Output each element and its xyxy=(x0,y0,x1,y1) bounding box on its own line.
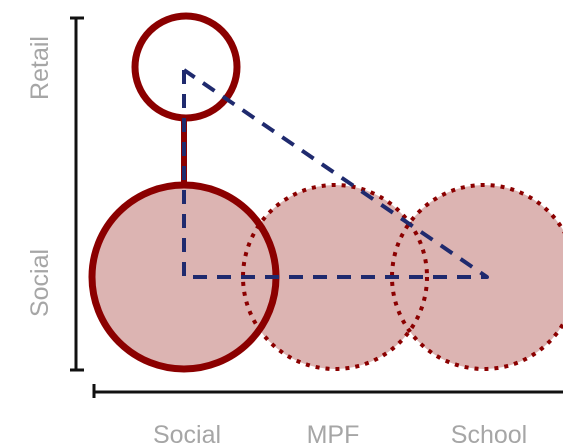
dashed-triangle xyxy=(182,68,489,279)
mpf-circle-fill xyxy=(243,185,427,369)
x-label-social: Social xyxy=(153,421,221,448)
mpf-circle-outline xyxy=(241,183,429,371)
social-circle-fill xyxy=(92,185,276,369)
y-label-retail: Retail xyxy=(26,36,54,100)
circle-fills xyxy=(92,185,563,369)
y-label-social: Social xyxy=(26,249,54,317)
school-circle-outline xyxy=(390,183,563,371)
dotted-outlines xyxy=(241,183,563,371)
school-circle-fill xyxy=(392,185,563,369)
y-axis xyxy=(70,16,84,372)
x-label-school: School xyxy=(451,421,527,448)
x-axis xyxy=(92,384,563,398)
x-label-mpf: MPF xyxy=(307,421,360,448)
